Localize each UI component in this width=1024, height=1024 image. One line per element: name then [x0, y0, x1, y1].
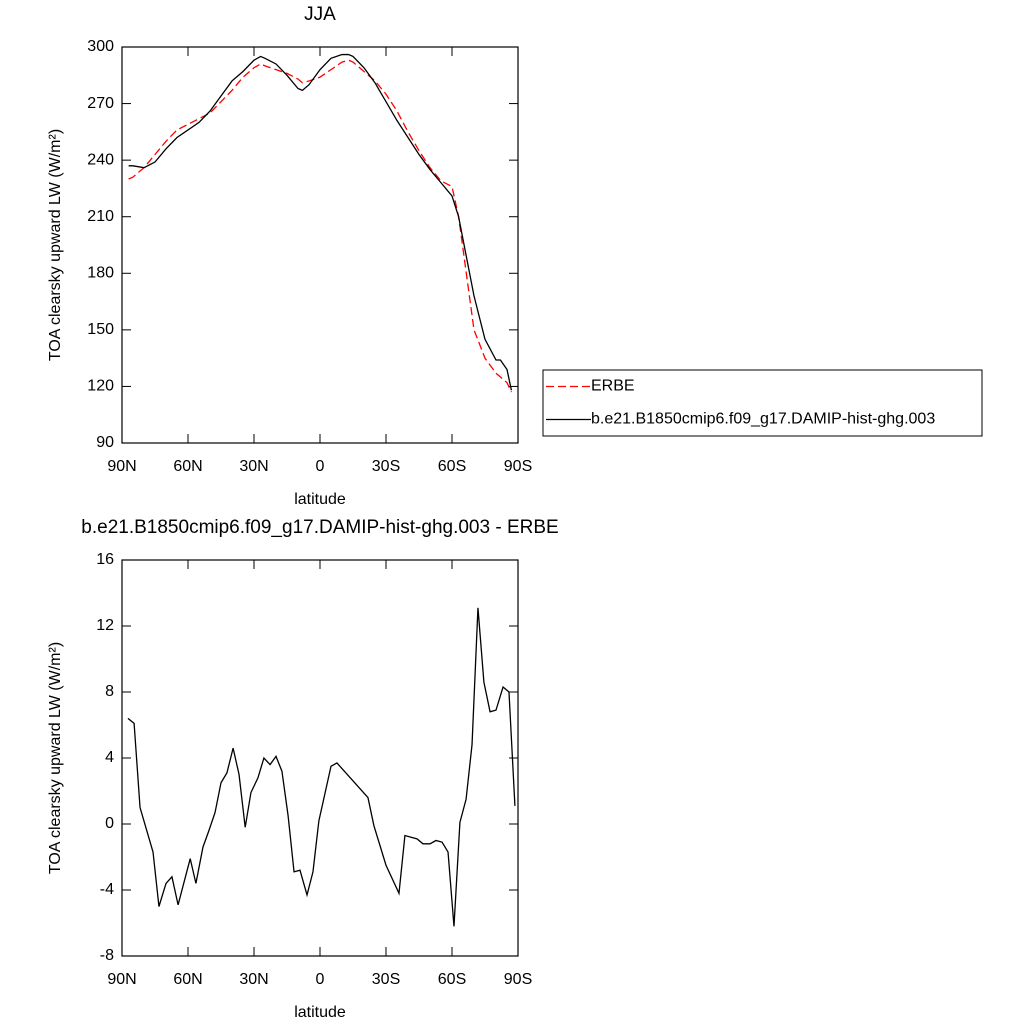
x-tick-label: 90S [504, 458, 532, 475]
x-tick-label: 0 [316, 971, 325, 988]
y-axis-label: TOA clearsky upward LW (W/m²) [47, 642, 64, 874]
y-tick-label: 270 [87, 95, 114, 112]
x-tick-label: 60S [438, 458, 466, 475]
x-tick-label: 90S [504, 971, 532, 988]
x-tick-label: 60N [173, 971, 202, 988]
y-tick-label: 12 [96, 617, 114, 634]
y-tick-label: 180 [87, 265, 114, 282]
plot-frame [121, 46, 519, 444]
data-line [127, 607, 516, 927]
y-axis-label: TOA clearsky upward LW (W/m²) [47, 129, 64, 361]
x-tick-label: 0 [316, 458, 325, 475]
data-line [128, 59, 512, 393]
x-tick-label: 90N [107, 458, 136, 475]
y-tick-label: 8 [105, 683, 114, 700]
y-tick-label: 120 [87, 378, 114, 395]
y-tick-label: 300 [87, 38, 114, 55]
y-tick-label: 150 [87, 321, 114, 338]
x-tick-label: 30S [372, 458, 400, 475]
legend-box [542, 369, 983, 437]
x-tick-label: 30N [239, 458, 268, 475]
x-tick-label: 60N [173, 458, 202, 475]
y-tick-label: 240 [87, 151, 114, 168]
x-tick-label: 30S [372, 971, 400, 988]
y-tick-label: 210 [87, 208, 114, 225]
y-tick-label: 4 [105, 749, 114, 766]
y-tick-label: -4 [100, 881, 114, 898]
legend-label: ERBE [591, 378, 635, 395]
x-tick-label: 90N [107, 971, 136, 988]
plot-frame [121, 559, 519, 957]
x-tick-label: 30N [239, 971, 268, 988]
chart-title: JJA [304, 4, 336, 25]
chart-title: b.e21.B1850cmip6.f09_g17.DAMIP-hist-ghg.… [81, 517, 558, 538]
x-axis-label: latitude [294, 491, 346, 508]
legend-label: b.e21.B1850cmip6.f09_g17.DAMIP-hist-ghg.… [591, 411, 935, 428]
data-line [128, 53, 513, 391]
x-tick-label: 60S [438, 971, 466, 988]
y-tick-label: 16 [96, 551, 114, 568]
y-tick-label: 0 [105, 815, 114, 832]
y-tick-label: 90 [96, 434, 114, 451]
y-tick-label: -8 [100, 947, 114, 964]
x-axis-label: latitude [294, 1004, 346, 1021]
